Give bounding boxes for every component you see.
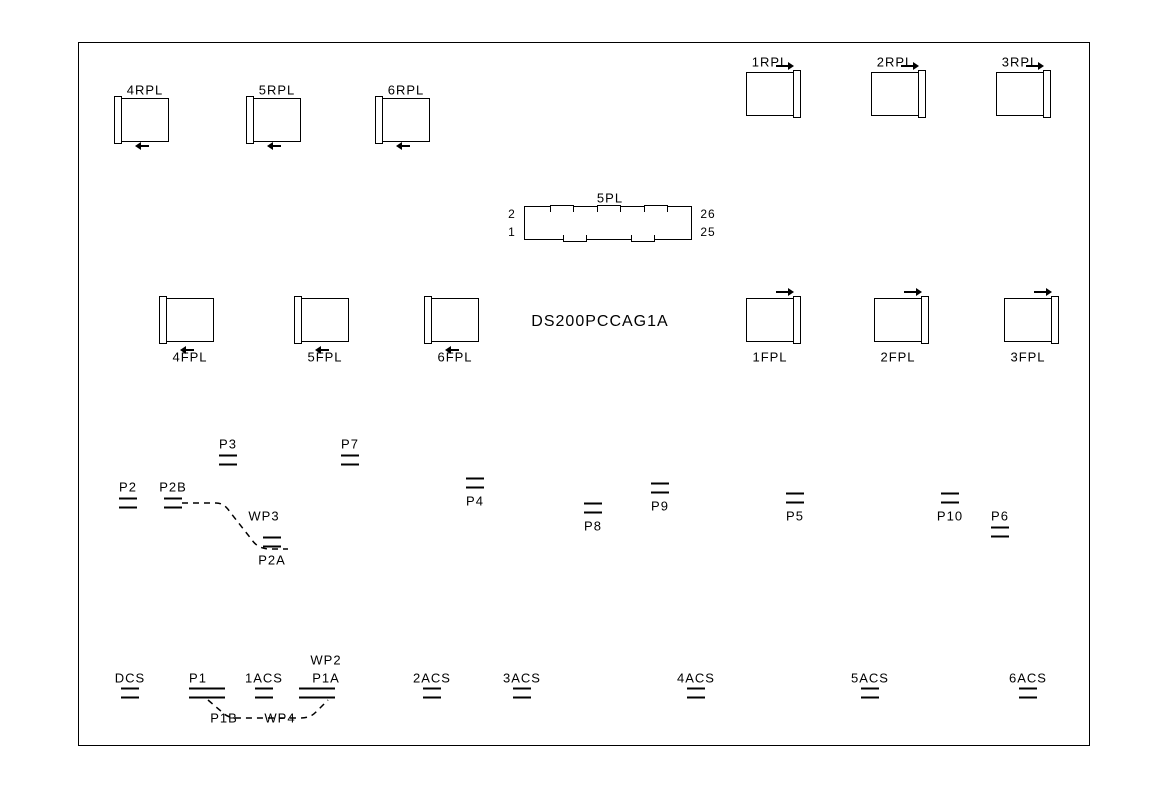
cable-wp3 [182, 503, 288, 549]
cable-paths [0, 0, 1168, 786]
cable-wp4 [208, 700, 328, 718]
